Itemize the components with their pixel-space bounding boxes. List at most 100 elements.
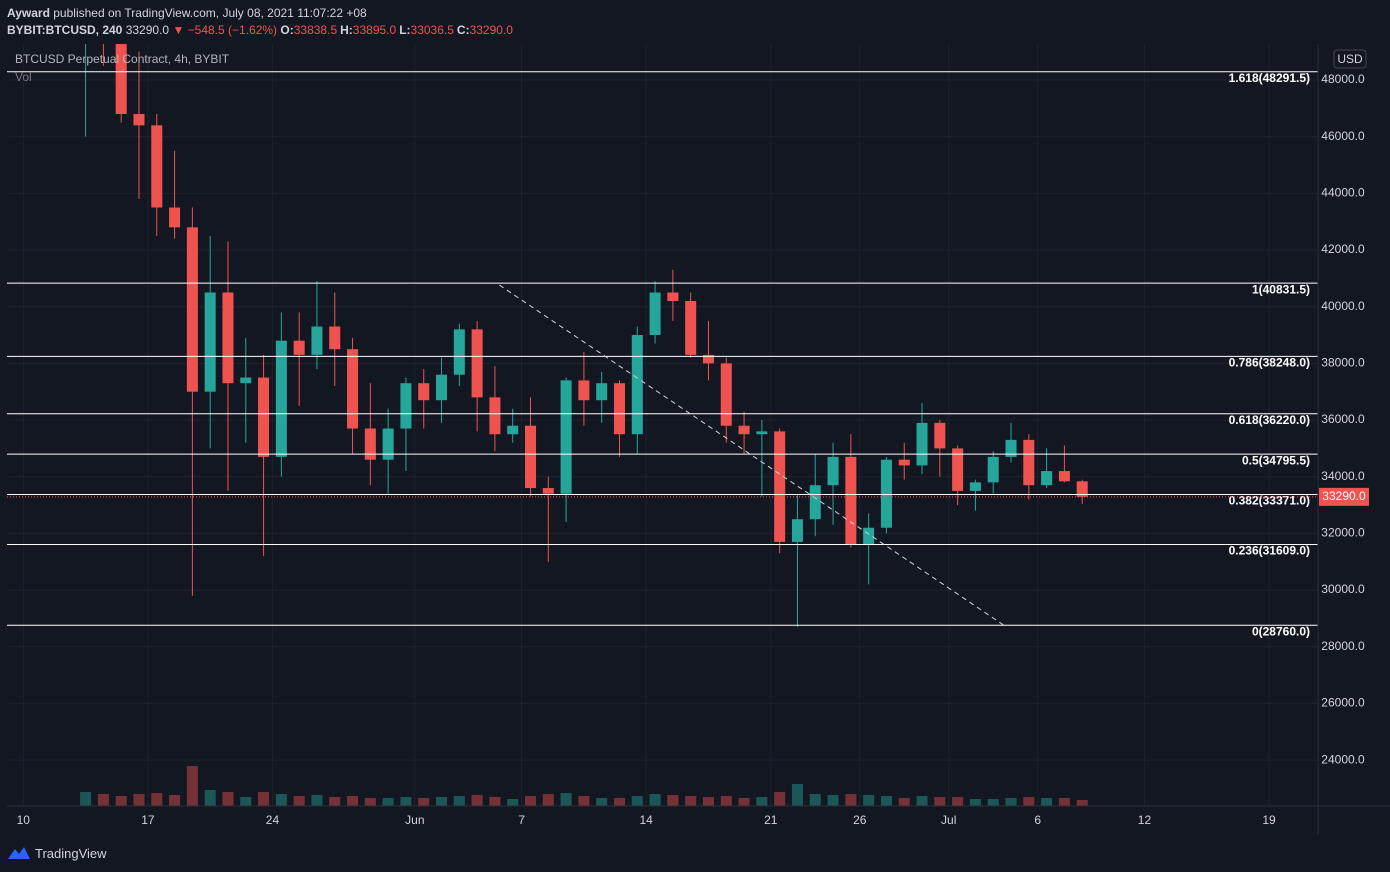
volume-bar — [845, 794, 857, 806]
volume-bar — [774, 792, 786, 806]
published: published on TradingView.com, July 08, 2… — [53, 6, 367, 20]
x-tick-label: 7 — [518, 813, 525, 827]
x-tick-label: 14 — [640, 813, 654, 827]
candle-body — [560, 380, 572, 494]
fib-label: 0.382(33371.0) — [1229, 494, 1310, 508]
volume-bar — [293, 796, 305, 806]
volume-bar — [1041, 798, 1053, 806]
volume-bar — [596, 798, 608, 806]
candle-body — [436, 374, 448, 401]
candle-body — [738, 425, 750, 435]
volume-bar — [898, 798, 910, 806]
candle-body — [720, 363, 732, 426]
y-tick-label: 30000.0 — [1321, 582, 1365, 596]
volume-bar — [97, 794, 109, 806]
volume-bar — [738, 798, 750, 806]
last-price-label: 33290.0 — [1322, 489, 1366, 503]
fib-label: 0(28760.0) — [1252, 624, 1310, 638]
volume-bar — [756, 797, 768, 806]
fib-label: 0.618(36220.0) — [1229, 413, 1310, 427]
ohlc-key: H: — [340, 23, 353, 37]
x-tick-label: 12 — [1138, 813, 1152, 827]
x-tick-label: Jun — [405, 813, 424, 827]
volume-bar — [791, 784, 803, 806]
volume-bar — [347, 796, 359, 806]
candle-body — [845, 456, 857, 545]
x-tick-label: 6 — [1034, 813, 1041, 827]
volume-bar — [507, 799, 519, 806]
volume-bar — [1023, 797, 1035, 806]
candle-body — [524, 425, 537, 489]
candle-body — [311, 326, 323, 355]
last-price-tag — [1319, 487, 1369, 506]
volume-bar — [524, 796, 537, 806]
fib-label: 0.236(31609.0) — [1229, 544, 1310, 558]
y-tick-label: 34000.0 — [1321, 469, 1365, 483]
candle-body — [489, 397, 501, 435]
logo — [8, 847, 30, 859]
y-tick-label: 42000.0 — [1321, 242, 1365, 256]
candle-body — [1005, 439, 1017, 457]
candle-body — [204, 292, 216, 392]
candle-body — [649, 292, 661, 336]
candle-body — [667, 292, 679, 302]
candle-body — [1041, 471, 1053, 486]
x-tick-label: 21 — [764, 813, 778, 827]
ohlc-value: 33290.0 — [469, 23, 513, 37]
ohlc-key: C: — [456, 23, 470, 37]
volume-bar — [969, 799, 981, 806]
candle-body — [418, 383, 430, 401]
volume-bar — [578, 796, 590, 806]
volume-bar — [364, 798, 376, 806]
fib-label: 1(40831.5) — [1252, 282, 1310, 296]
unit-box — [1333, 49, 1367, 69]
ohlc-value: 33895.0 — [352, 23, 397, 37]
footer: TradingView — [7, 845, 107, 861]
candle-body — [98, 29, 109, 32]
volume-bar — [133, 794, 145, 806]
volume-bar — [827, 795, 839, 806]
ohlc: O:33838.5 H:33895.0 L:33036.5 C:33290.0 — [280, 23, 516, 37]
candle-body — [80, 29, 91, 38]
candle-body — [507, 425, 519, 435]
symbol: BYBIT:BTCUSD, 240 — [7, 23, 123, 37]
candle-body — [774, 431, 786, 542]
volume-bar — [258, 792, 270, 806]
volume-bar — [240, 797, 252, 806]
candle-body — [151, 125, 163, 208]
x-tick-label: 26 — [853, 813, 867, 827]
candle-body — [258, 377, 270, 457]
candle-body — [293, 340, 305, 355]
volume-bar — [115, 796, 127, 806]
candle-body — [347, 349, 359, 429]
candle-body — [613, 383, 626, 435]
volume-bar — [952, 797, 964, 806]
ohlc-value: 33036.5 — [410, 23, 454, 37]
candle-body — [133, 113, 145, 126]
candle-body — [987, 456, 999, 483]
volume-bar — [1005, 798, 1017, 806]
grid — [7, 44, 1318, 806]
volume-bar — [151, 793, 163, 806]
x-tick-label: 19 — [1262, 813, 1276, 827]
candle-body — [916, 422, 928, 466]
volume-bar — [204, 790, 216, 806]
unit: USD — [1337, 52, 1363, 66]
candle-body — [453, 329, 465, 375]
trendline — [499, 284, 1004, 626]
candle-body — [400, 383, 412, 429]
volume-bar — [489, 797, 501, 806]
volume-bar — [453, 796, 465, 806]
x-tick-label: 10 — [17, 813, 31, 827]
volume-bar — [987, 799, 999, 806]
ohlc-value: 33838.5 — [293, 23, 338, 37]
y-tick-label: 28000.0 — [1321, 639, 1365, 653]
volume-bar — [311, 795, 323, 806]
header-line: BYBIT:BTCUSD, 240 33290.0 ▼ −548.5 (−1.6… — [7, 22, 516, 39]
candle-body — [364, 428, 376, 460]
legend-title: BTCUSD Perpetual Contract, 4h, BYBIT — [15, 52, 230, 66]
fib-label: 0.5(34795.5) — [1242, 453, 1310, 467]
candle-body — [898, 459, 910, 466]
candle-body — [542, 488, 554, 494]
